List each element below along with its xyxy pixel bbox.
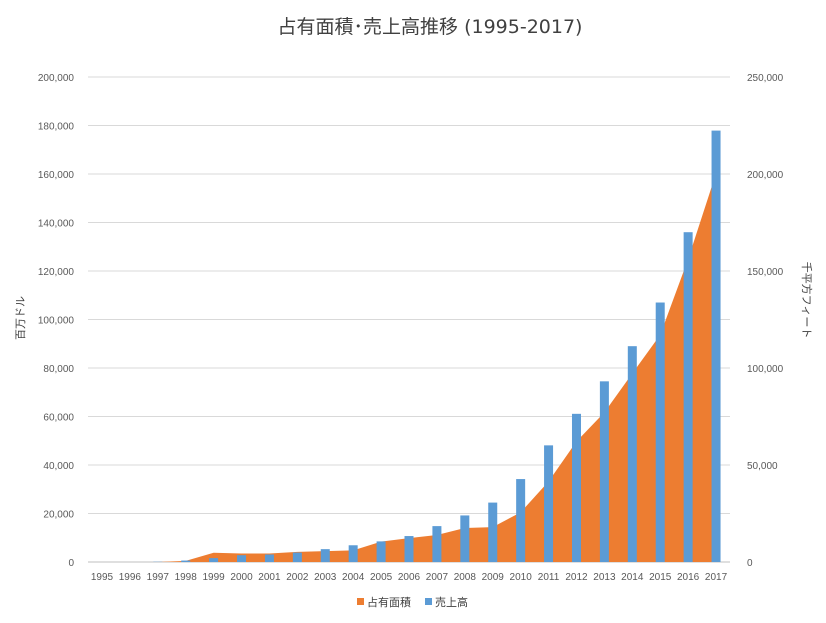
bar-sales-2002 [292, 552, 302, 562]
x-tick-label: 2017 [705, 572, 728, 583]
x-tick-label: 1999 [202, 572, 225, 583]
y-tick-label: 180,000 [38, 122, 75, 133]
x-tick-label: 2010 [510, 572, 533, 583]
x-tick-label: 1998 [175, 572, 198, 583]
x-tick-label: 2006 [398, 572, 421, 583]
x-tick-label: 2011 [538, 572, 560, 583]
bar-sales-2009 [488, 502, 498, 562]
y-tick-label: 140,000 [38, 219, 75, 230]
bar-sales-2013 [599, 381, 609, 562]
y-tick-label: 80,000 [43, 364, 74, 375]
y-tick-label: 200,000 [38, 73, 75, 84]
bar-sales-2000 [237, 555, 247, 562]
bar-sales-2011 [544, 445, 554, 562]
gridlines [88, 76, 730, 563]
y-tick-label: 120,000 [38, 267, 75, 278]
x-tick-label: 2001 [258, 572, 281, 583]
y-tick-label: 40,000 [43, 461, 74, 472]
x-axis-ticks: 1995 1996 1997 1998 1999 2000 2001 2002 2003 2004… [91, 572, 728, 583]
bar-sales-1999 [209, 558, 219, 562]
x-tick-label: 1995 [91, 572, 114, 583]
bar-sales-2016 [683, 232, 693, 562]
y2-tick-label: 0 [747, 558, 753, 569]
x-tick-label: 2002 [286, 572, 309, 583]
x-tick-label: 2015 [649, 572, 672, 583]
bar-sales-2007 [432, 526, 442, 562]
bar-sales-2004 [348, 545, 358, 562]
area-series [101, 173, 717, 562]
left-axis-ticks: 0 20,000 40,000 60,000 80,000 100,000 120,000 1… [38, 73, 75, 569]
chart-title: 占有面積･売上高推移 (1995-2017) [278, 16, 583, 38]
bar-sales-2003 [320, 549, 330, 562]
legend-swatch-area [357, 598, 364, 605]
y-tick-label: 60,000 [43, 413, 74, 424]
bar-sales-1998 [181, 560, 191, 562]
x-tick-label: 2016 [677, 572, 700, 583]
y2-tick-label: 50,000 [747, 461, 778, 472]
y-tick-label: 160,000 [38, 170, 75, 181]
x-tick-label: 2013 [593, 572, 616, 583]
x-tick-label: 2007 [426, 572, 449, 583]
x-tick-label: 1996 [119, 572, 142, 583]
y-tick-label: 100,000 [38, 316, 75, 327]
x-tick-label: 2004 [342, 572, 365, 583]
x-tick-label: 2009 [482, 572, 505, 583]
y-axis-label: 百万ドル [14, 296, 27, 340]
y2-tick-label: 200,000 [747, 170, 784, 181]
y2-tick-label: 100,000 [747, 364, 784, 375]
y-tick-label: 0 [68, 558, 74, 569]
legend-label-area: 占有面積 [367, 595, 411, 609]
x-tick-label: 2014 [621, 572, 644, 583]
bar-sales-2005 [376, 541, 386, 562]
x-tick-label: 1997 [147, 572, 170, 583]
x-tick-label: 2003 [314, 572, 337, 583]
y2-axis-label: 千平方フィート [800, 262, 814, 339]
legend-swatch-bar [425, 598, 432, 605]
x-tick-label: 2000 [230, 572, 253, 583]
bar-sales-2010 [516, 479, 526, 562]
bar-sales-2012 [571, 413, 581, 562]
x-tick-label: 2005 [370, 572, 393, 583]
bar-sales-2015 [655, 302, 665, 562]
y2-tick-label: 250,000 [747, 73, 784, 84]
bar-sales-2017 [711, 130, 721, 562]
bar-sales-2006 [404, 536, 414, 562]
x-tick-label: 2012 [565, 572, 588, 583]
bar-series [153, 130, 721, 562]
bar-sales-2008 [460, 515, 470, 562]
area-occupied-floor-space [101, 173, 717, 562]
legend: 占有面積 売上高 [357, 595, 468, 609]
y-tick-label: 20,000 [43, 510, 74, 521]
bar-sales-2014 [627, 346, 637, 562]
legend-label-bar: 売上高 [435, 595, 468, 609]
bar-sales-2001 [264, 554, 274, 562]
x-tick-label: 2008 [454, 572, 477, 583]
right-axis-ticks: 0 50,000 100,000 150,000 200,000 250,000 [747, 73, 784, 569]
y2-tick-label: 150,000 [747, 267, 784, 278]
